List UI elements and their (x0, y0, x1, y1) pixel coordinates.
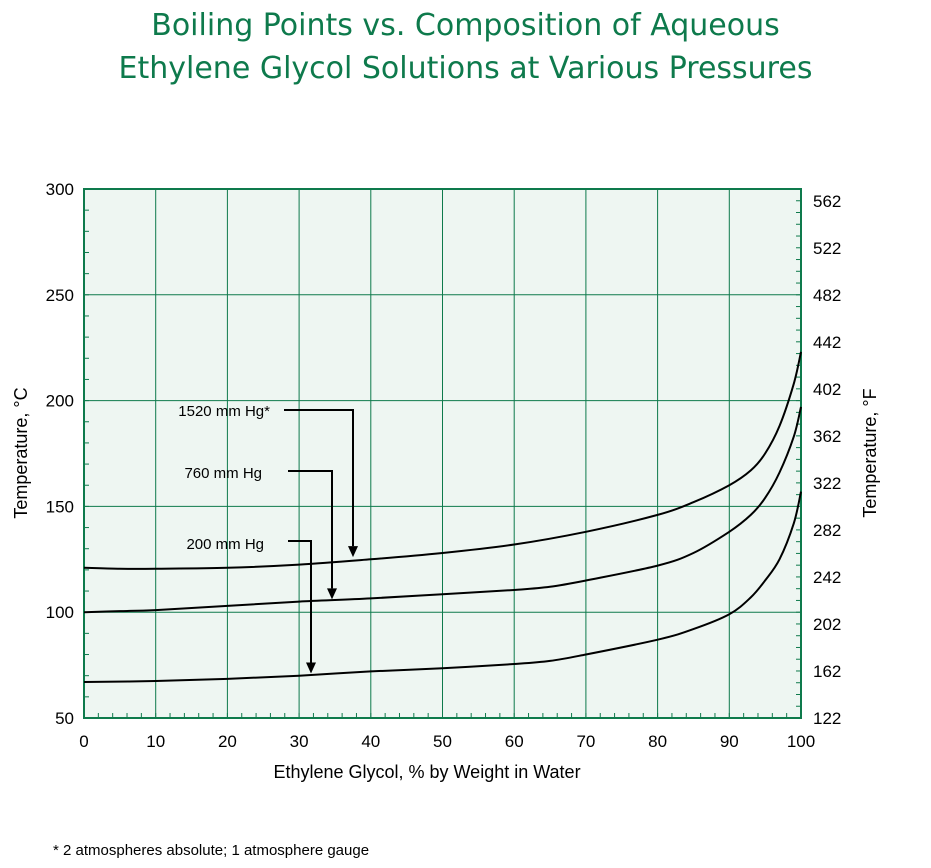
series-label: 1520 mm Hg* (178, 403, 270, 420)
arrowhead-icon (306, 662, 316, 674)
chart-title-line-1: Boiling Points vs. Composition of Aqueou… (151, 8, 780, 43)
chart-title-line-2: Ethylene Glycol Solutions at Various Pre… (118, 51, 813, 86)
series-leader-line (284, 409, 354, 547)
y2-tick-label: 322 (813, 474, 841, 493)
y-tick-label: 50 (55, 709, 74, 728)
y-tick-label: 150 (46, 497, 74, 516)
footnote: * 2 atmospheres absolute; 1 atmosphere g… (53, 842, 370, 859)
x-tick-label: 10 (146, 732, 165, 751)
y2-axis-title: Temperature, °F (860, 388, 880, 517)
x-axis-title: Ethylene Glycol, % by Weight in Water (273, 762, 580, 782)
y2-tick-label: 482 (813, 286, 841, 305)
arrowhead-icon (348, 546, 358, 558)
y2-tick-label: 282 (813, 521, 841, 540)
y-axis-title: Temperature, °C (11, 387, 31, 518)
arrowhead-icon (327, 588, 337, 600)
chart-title: Boiling Points vs. Composition of Aqueou… (0, 4, 931, 90)
x-tick-labels: 0 10 20 30 40 50 60 70 80 90 100 (79, 732, 815, 751)
series-label: 200 mm Hg (186, 536, 264, 553)
y-tick-label: 200 (46, 392, 74, 411)
x-tick-label: 100 (787, 732, 815, 751)
y2-tick-labels: 122 162 202 242 282 322 362 402 442 482 522 562 (813, 192, 841, 728)
y2-tick-label: 402 (813, 380, 841, 399)
y-tick-label: 300 (46, 180, 74, 199)
y2-tick-label: 122 (813, 709, 841, 728)
y2-tick-label: 522 (813, 239, 841, 258)
series-label: 760 mm Hg (184, 465, 262, 482)
y-tick-labels: 50 100 150 200 250 300 (46, 180, 74, 728)
y2-tick-label: 202 (813, 615, 841, 634)
y2-tick-label: 242 (813, 568, 841, 587)
series-annotations: 1520 mm Hg* 760 mm Hg 200 mm Hg (178, 403, 358, 674)
x-tick-label: 80 (648, 732, 667, 751)
x-tick-label: 50 (433, 732, 452, 751)
series-line (83, 351, 802, 570)
y2-tick-label: 562 (813, 192, 841, 211)
x-tick-label: 30 (290, 732, 309, 751)
series-line (83, 491, 802, 683)
x-tick-label: 40 (361, 732, 380, 751)
y2-tick-label: 442 (813, 333, 841, 352)
x-tick-label: 90 (720, 732, 739, 751)
series-curves (83, 351, 802, 683)
plot-frame (83, 188, 802, 719)
x-tick-label: 0 (79, 732, 88, 751)
y-tick-label: 100 (46, 603, 74, 622)
y2-tick-label: 362 (813, 427, 841, 446)
series-line (83, 406, 802, 614)
x-tick-label: 60 (505, 732, 524, 751)
x-tick-label: 70 (576, 732, 595, 751)
y2-tick-label: 162 (813, 662, 841, 681)
series-leader-line (288, 540, 312, 663)
series-leader-line (288, 470, 333, 589)
x-tick-label: 20 (218, 732, 237, 751)
y-tick-label: 250 (46, 286, 74, 305)
